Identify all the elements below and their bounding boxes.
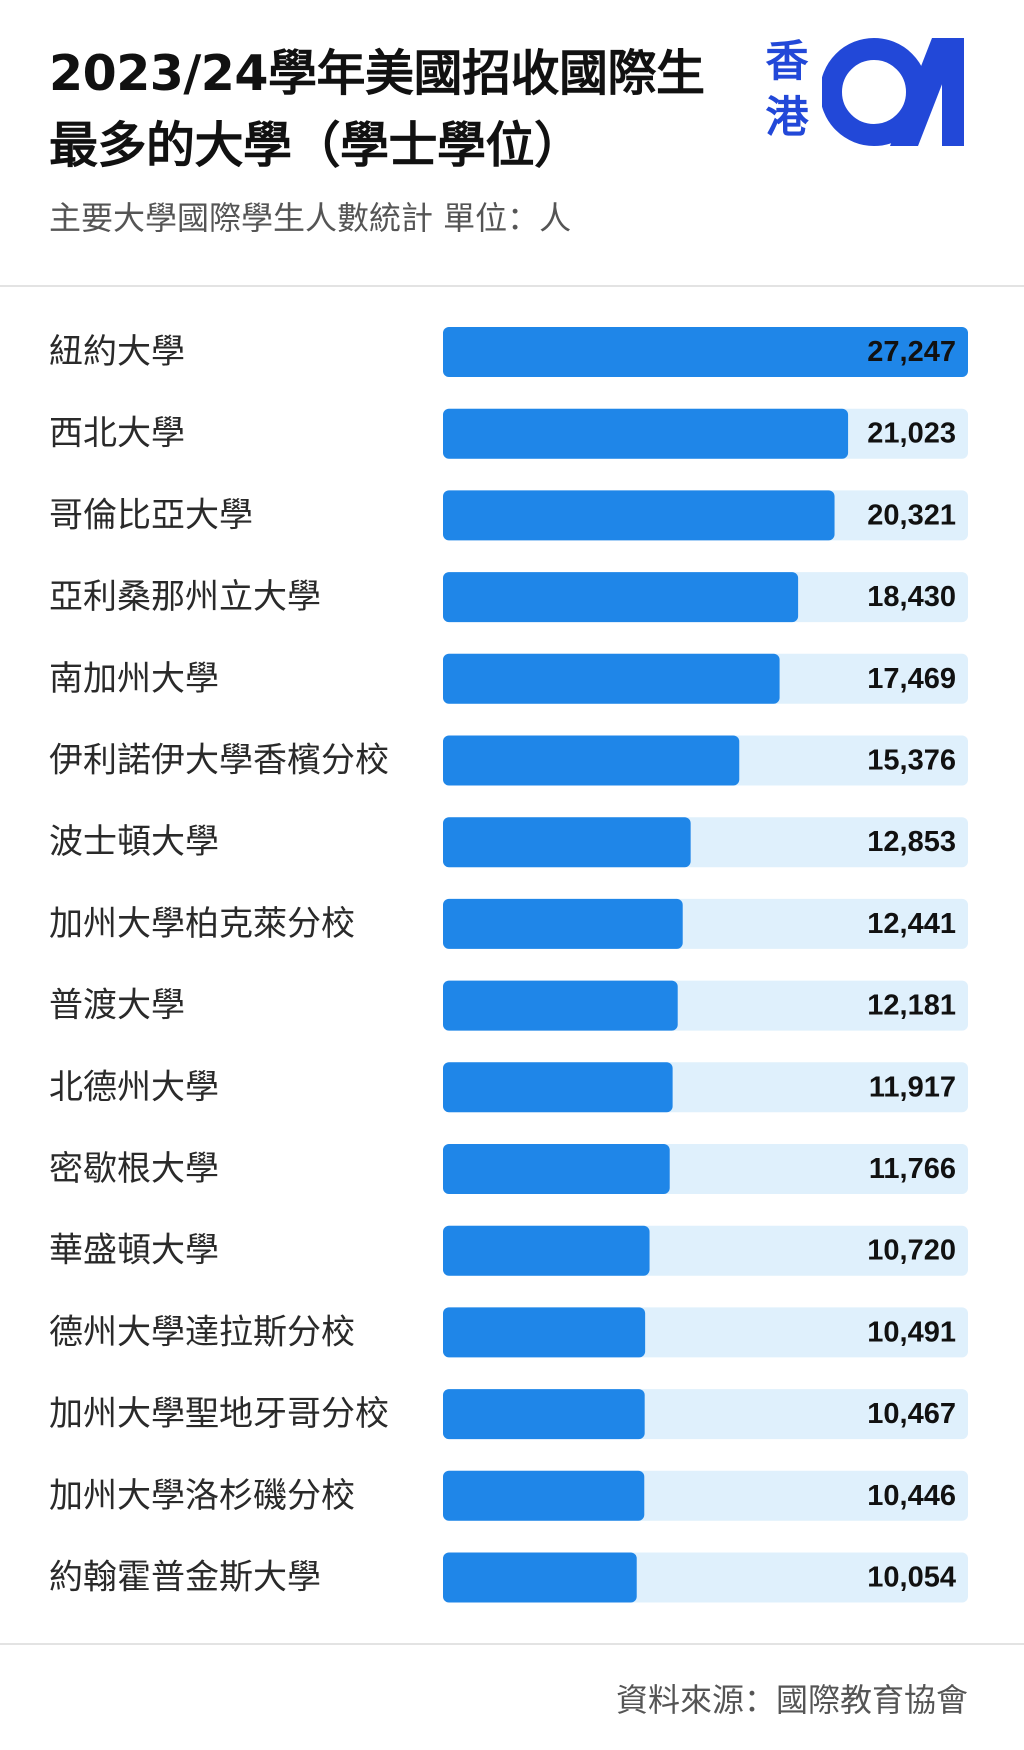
bar-row: 波士頓大學 12,853 [49,817,968,868]
category-label: 亞利桑那州立大學 [49,577,321,617]
category-label: 伊利諾伊大學香檳分校 [49,741,389,781]
bar-row: 伊利諾伊大學香檳分校 15,376 [49,735,968,786]
logo-text: 香 港 [760,34,814,146]
logo-text-bottom: 港 [765,93,809,143]
category-label: 普渡大學 [49,986,185,1026]
bar-row: 南加州大學 17,469 [49,653,968,704]
category-label: 加州大學聖地牙哥分校 [49,1394,389,1434]
category-label: 加州大學柏克萊分校 [49,904,355,944]
value-label: 18,430 [867,581,956,613]
value-label: 10,491 [867,1316,956,1348]
value-label: 10,720 [867,1235,956,1267]
category-label: 西北大學 [49,414,185,454]
bar-row: 加州大學柏克萊分校 12,441 [49,898,968,949]
category-label: 波士頓大學 [49,822,219,862]
bar [443,1470,645,1521]
chart-header: 2023/24學年美國招收國際生最多的大學（學士學位） 主要大學國際學生人數統計… [0,0,1024,287]
category-label: 華盛頓大學 [49,1231,219,1271]
value-label: 21,023 [867,418,956,450]
value-label: 10,467 [867,1398,956,1430]
bar [443,1225,650,1276]
value-label: 10,446 [867,1480,956,1512]
bar-row: 北德州大學 11,917 [49,1062,968,1113]
data-source: 資料來源：國際教育協會 [615,1681,968,1719]
category-label: 德州大學達拉斯分校 [49,1312,355,1352]
bar-row: 加州大學聖地牙哥分校 10,467 [49,1389,968,1440]
value-label: 12,441 [867,908,956,940]
logo-text-top: 香 [765,37,809,87]
category-label: 紐約大學 [49,332,185,372]
value-label: 15,376 [867,745,956,777]
bar [443,735,740,786]
bar-row: 亞利桑那州立大學 18,430 [49,572,968,623]
bar [443,898,683,949]
bar [443,1144,670,1194]
value-label: 12,181 [867,990,956,1022]
value-label: 27,247 [867,336,956,368]
bar-row: 西北大學 21,023 [49,408,968,459]
bar-chart: 紐約大學 27,247 西北大學 21,023 哥倫比亞大學 20,321 亞利桑那州立大學… [0,287,1024,1645]
bar [443,408,849,459]
category-label: 約翰霍普金斯大學 [49,1558,321,1598]
bar-row: 華盛頓大學 10,720 [49,1225,968,1276]
bar-row: 密歇根大學 11,766 [49,1144,968,1194]
bar-row: 加州大學洛杉磯分校 10,446 [49,1470,968,1521]
value-label: 12,853 [867,826,956,858]
bar-chart-svg: 紐約大學 27,247 西北大學 21,023 哥倫比亞大學 20,321 亞利桑那州立大學… [49,327,968,1603]
value-label: 11,766 [869,1153,956,1185]
value-label: 17,469 [867,663,956,695]
bar [443,817,691,868]
hk01-logo: 香 港 [760,34,975,150]
bar [443,1062,673,1113]
value-label: 10,054 [867,1562,956,1594]
category-label: 哥倫比亞大學 [49,495,253,535]
category-label: 加州大學洛杉磯分校 [49,1476,355,1516]
chart-title: 2023/24學年美國招收國際生最多的大學（學士學位） [49,45,705,174]
bar [443,980,678,1031]
bar [443,1552,637,1603]
category-label: 密歇根大學 [49,1149,219,1189]
bar [443,1389,645,1440]
bar [443,653,780,704]
bar [443,1307,646,1358]
category-label: 南加州大學 [49,659,219,699]
chart-footer: 資料來源：國際教育協會 [0,1643,1024,1750]
bar-row: 德州大學達拉斯分校 10,491 [49,1307,968,1358]
value-label: 20,321 [867,499,956,531]
bar-row: 哥倫比亞大學 20,321 [49,490,968,541]
bar-row: 紐約大學 27,247 [49,327,968,377]
chart-subtitle: 主要大學國際學生人數統計 單位：人 [49,199,572,237]
bar-row: 普渡大學 12,181 [49,980,968,1031]
bar-row: 約翰霍普金斯大學 10,054 [49,1552,968,1603]
bar [443,490,835,541]
bar [443,327,968,377]
category-label: 北德州大學 [49,1067,219,1107]
value-label: 11,917 [869,1071,956,1103]
logo-01-mark-icon [822,38,964,146]
bar [443,572,799,623]
